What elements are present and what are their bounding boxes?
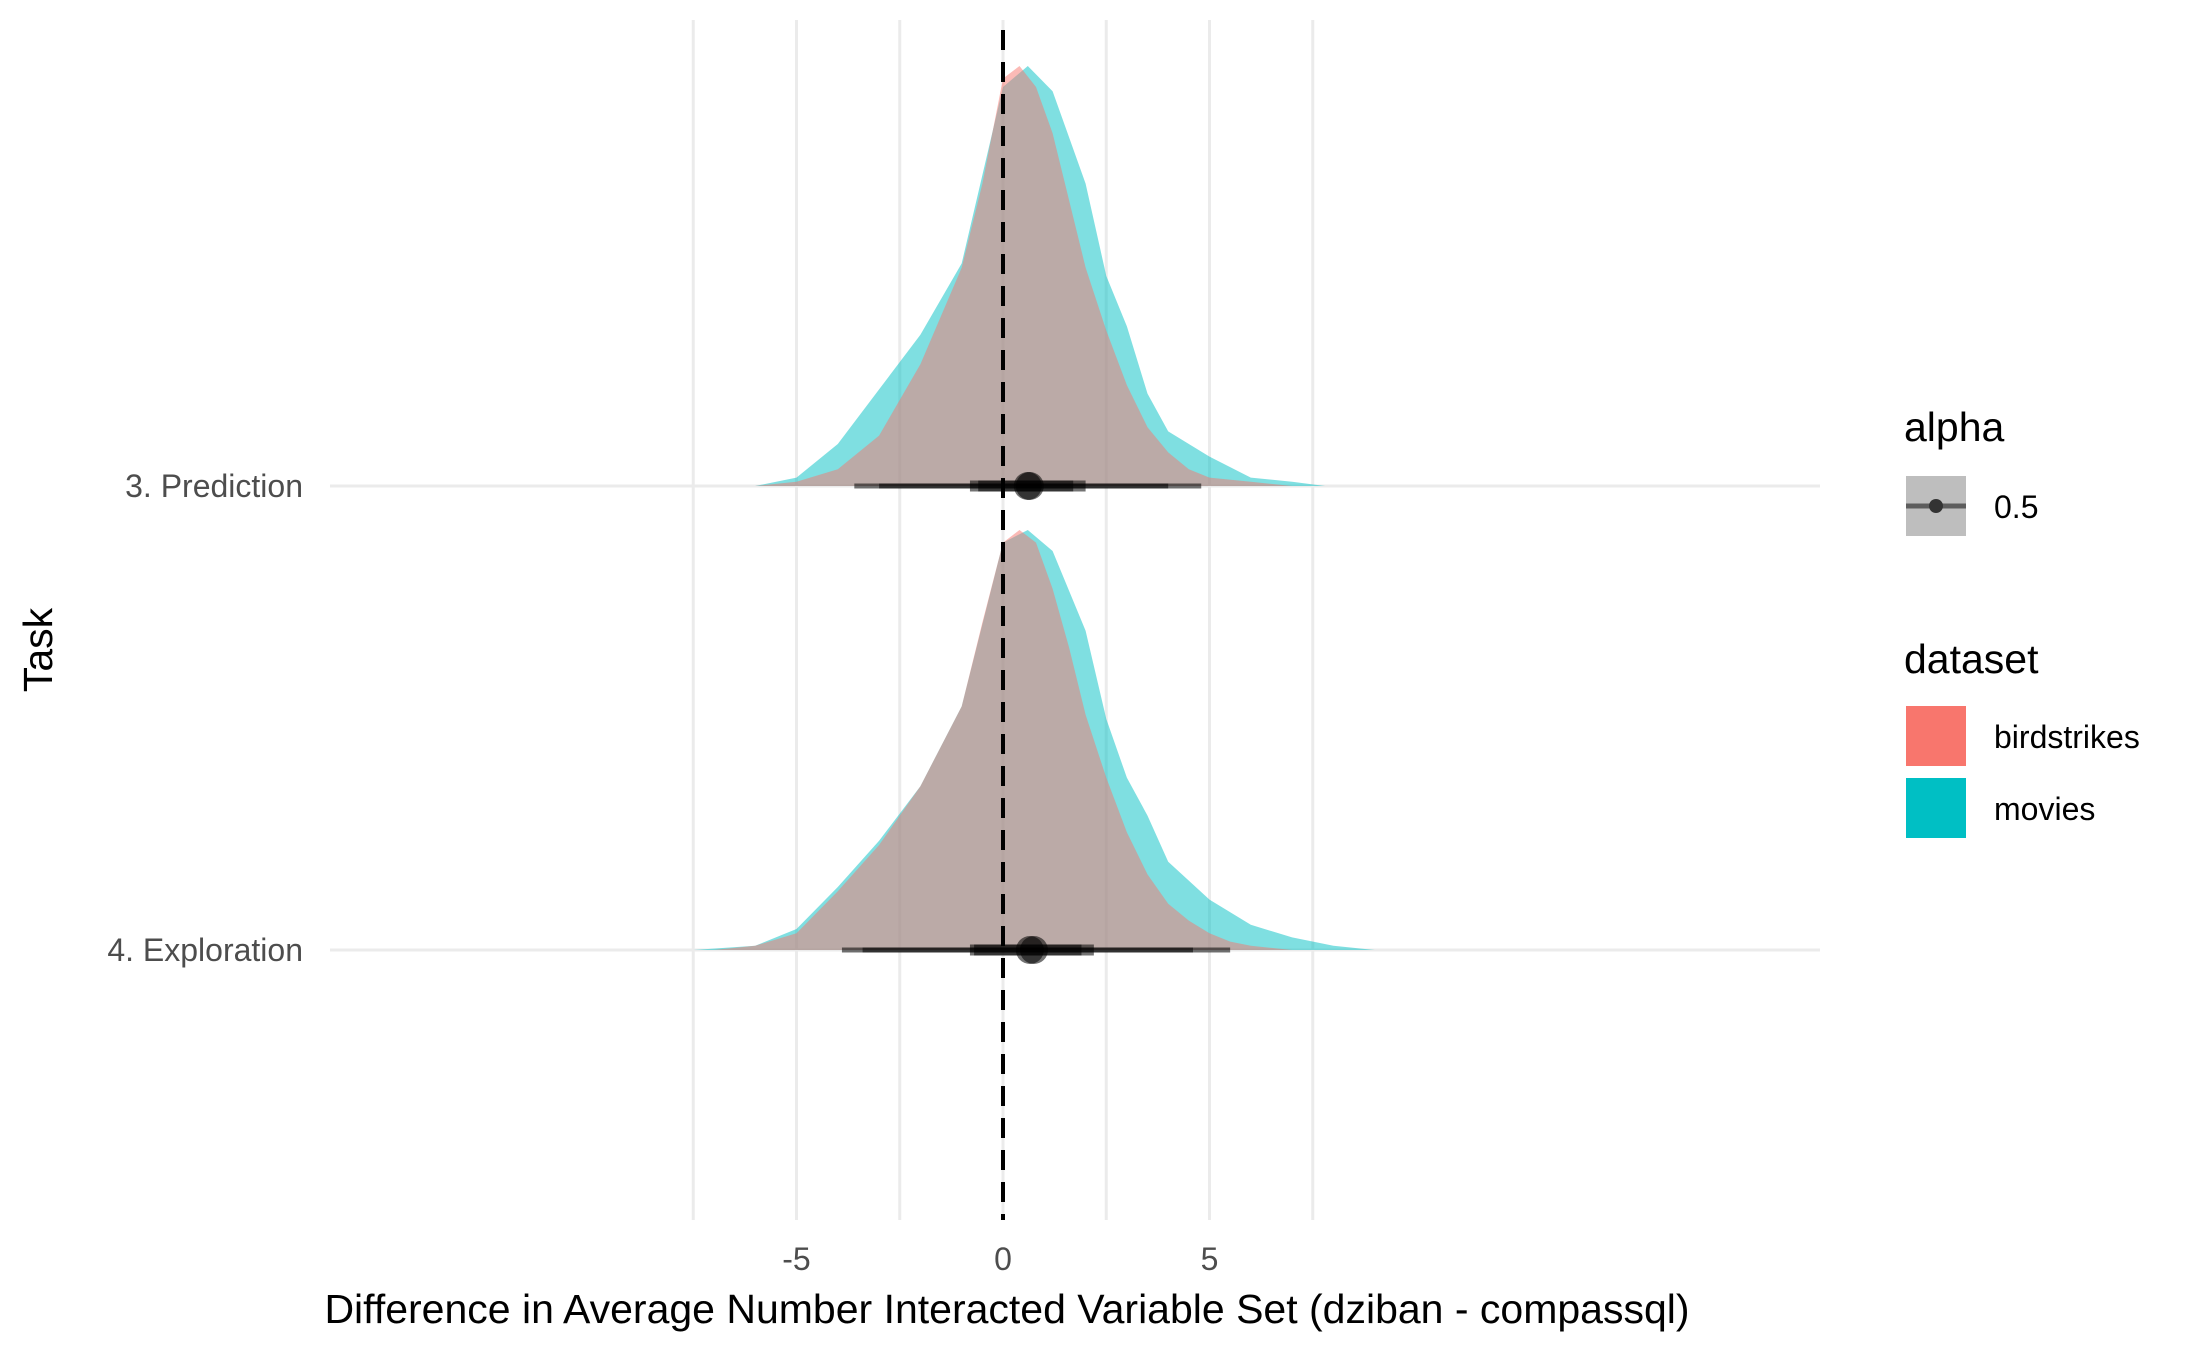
legend-key-birdstrikes: [1906, 706, 1966, 766]
x-tick-label-1: 0: [994, 1241, 1012, 1277]
x-axis-title: Difference in Average Number Interacted …: [324, 1286, 1689, 1332]
density-layer: [693, 66, 1375, 950]
legend-dataset-title: dataset: [1904, 636, 2039, 682]
interval-point-prediction-movies: [1015, 472, 1044, 500]
x-tick-label-0: -5: [782, 1241, 810, 1277]
interval-layer: [841, 472, 1231, 964]
legend-alpha-title: alpha: [1904, 404, 2005, 450]
legend: alpha 0.5 dataset birdstrikes movies: [1904, 404, 2140, 838]
x-tick-label-2: 5: [1201, 1241, 1219, 1277]
density-birdstrikes-exploration: [713, 530, 1334, 950]
y-tick-label-0: 3. Prediction: [125, 468, 303, 504]
y-tick-label-1: 4. Exploration: [107, 932, 303, 968]
y-tick-labels: 3. Prediction 4. Exploration: [107, 468, 303, 968]
x-tick-labels: -5 0 5: [782, 1241, 1218, 1277]
interval-point-exploration-movies: [1019, 936, 1048, 964]
legend-key-movies: [1906, 778, 1966, 838]
legend-label-birdstrikes: birdstrikes: [1994, 719, 2140, 755]
legend-alpha-key-point: [1929, 499, 1943, 513]
legend-label-movies: movies: [1994, 791, 2095, 827]
legend-alpha-label: 0.5: [1994, 489, 2038, 525]
y-axis-title: Task: [15, 607, 61, 692]
density-birdstrikes-prediction: [755, 66, 1293, 486]
